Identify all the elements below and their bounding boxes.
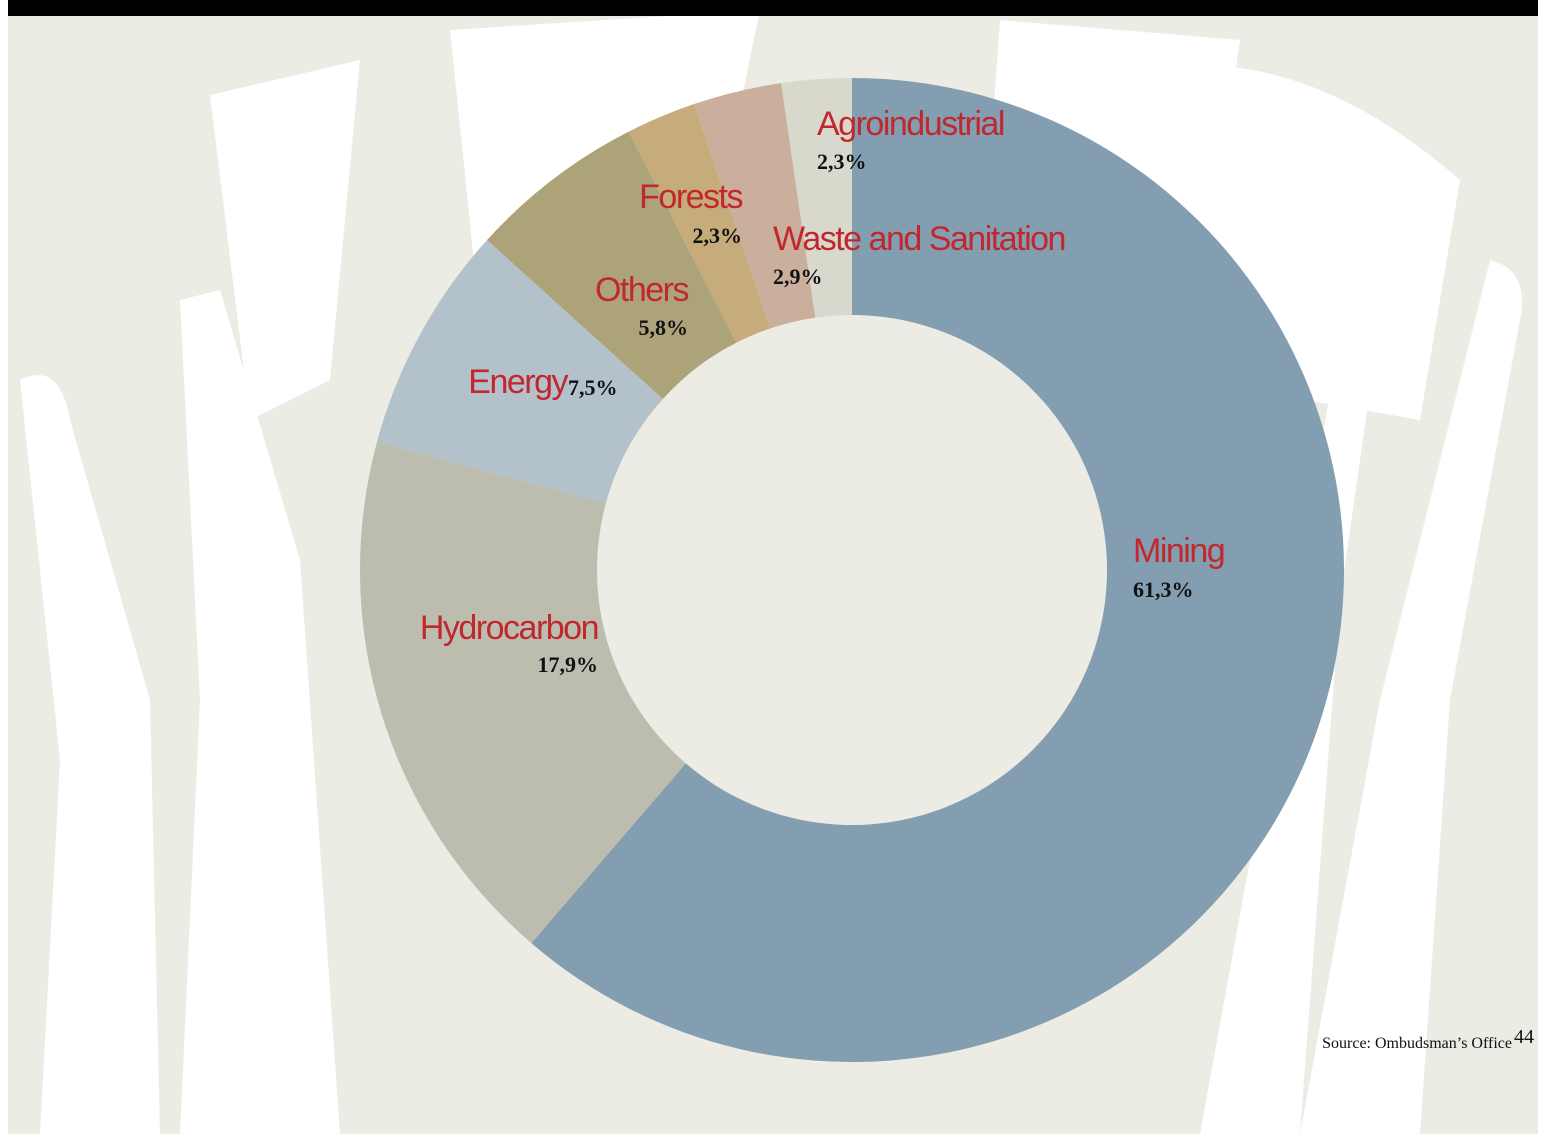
top-bar xyxy=(0,0,1546,16)
slice xyxy=(377,240,663,504)
slice-label: Waste and Sanitation xyxy=(773,220,1065,258)
left-border xyxy=(0,0,8,1134)
slice xyxy=(628,104,771,343)
source: Source: Ombudsman’s Office xyxy=(1322,1035,1512,1052)
value-label: 7,5% xyxy=(568,375,618,400)
value-label: 2,9% xyxy=(773,264,823,289)
value-label: 2,3% xyxy=(693,223,743,248)
slice xyxy=(359,441,686,944)
slice xyxy=(487,131,737,399)
right-border xyxy=(1538,0,1546,1134)
value-label: 61,3% xyxy=(1133,577,1194,602)
labels: Mining 61,3% Hydrocarbon 17,9% Energy 7,5% Oth… xyxy=(420,105,1226,677)
slice-label: Agroindustrial xyxy=(817,105,1004,143)
slice xyxy=(531,78,1344,1062)
slice xyxy=(694,83,816,329)
slice-label: Hydrocarbon xyxy=(420,609,598,647)
slice-label: Forests xyxy=(639,178,742,216)
slice-label: Energy xyxy=(468,363,568,401)
donut xyxy=(359,78,1344,1062)
slice-label: Others xyxy=(595,271,689,309)
slice xyxy=(781,78,852,318)
value-label: 5,8% xyxy=(639,315,689,340)
page-number: 44 xyxy=(1514,1026,1534,1048)
slice-label: Mining xyxy=(1133,532,1224,570)
value-label: 2,3% xyxy=(817,149,867,174)
value-label: 17,9% xyxy=(538,652,599,677)
